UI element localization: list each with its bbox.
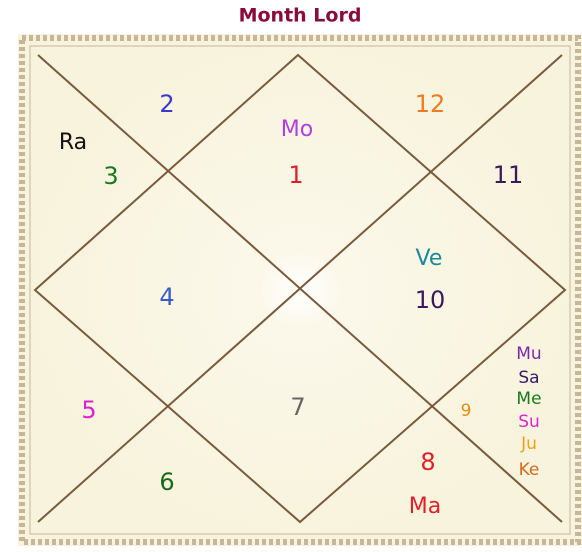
house-number: 1 (288, 161, 303, 189)
house-number: 11 (493, 161, 524, 189)
chart-background (18, 34, 582, 546)
planet: Me (516, 389, 541, 409)
house-number: 10 (415, 286, 446, 314)
planet: Sa (518, 368, 539, 388)
planet: Ma (409, 494, 441, 519)
house-number: 9 (461, 401, 472, 421)
house-number: 5 (81, 396, 96, 424)
chart-page: Month Lord 1 2 3 4 5 6 7 8 9 10 11 12 Mo… (0, 0, 582, 552)
house-number: 6 (159, 468, 174, 496)
house-number: 2 (159, 90, 174, 118)
house-number: 8 (420, 448, 435, 476)
planet: Su (518, 412, 540, 432)
planet: Ra (59, 130, 87, 155)
planet: Ke (519, 460, 540, 480)
title: Month Lord (239, 5, 362, 27)
planet: Ve (416, 246, 443, 271)
planet: Mu (516, 344, 541, 364)
planet: Ju (520, 434, 537, 454)
house-number: 12 (415, 90, 446, 118)
house-number: 3 (103, 162, 118, 190)
planet: Mo (281, 117, 313, 142)
house-number: 4 (159, 283, 174, 311)
house-number: 7 (290, 393, 305, 421)
